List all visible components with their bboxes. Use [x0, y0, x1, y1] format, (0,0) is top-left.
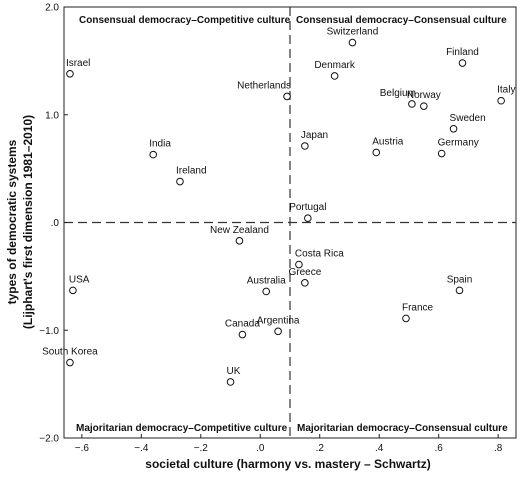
- data-label-france: France: [402, 302, 434, 313]
- x-axis-title: societal culture (harmony vs. mastery – …: [145, 457, 430, 471]
- data-point-italy: [497, 96, 505, 105]
- x-tick-label: −.4: [134, 443, 149, 454]
- data-point-sweden: [449, 124, 458, 133]
- data-label-israel: Israel: [66, 58, 90, 69]
- y-tick-label: .0: [51, 218, 60, 229]
- data-point-germany: [437, 149, 446, 158]
- data-label-ireland: Ireland: [176, 166, 207, 177]
- quadrant-label-bottom-right: Majoritarian democracy–Consensual cultur…: [297, 423, 508, 434]
- data-point-greece: [301, 279, 309, 287]
- data-label-sweden: Sweden: [450, 113, 486, 124]
- data-point-austria: [372, 148, 381, 157]
- data-label-uk: UK: [227, 366, 241, 377]
- data-point-portugal: [304, 214, 312, 222]
- data-label-portugal: Portugal: [289, 202, 326, 213]
- data-point-ireland: [176, 177, 184, 186]
- data-point-uk: [226, 378, 235, 386]
- x-tick-label: .8: [494, 443, 503, 454]
- data-label-italy: Italy: [497, 85, 515, 96]
- data-point-japan: [301, 142, 309, 150]
- data-label-belgium: Belgium: [380, 88, 416, 99]
- data-point-argentina: [274, 327, 282, 336]
- data-point-usa: [69, 286, 77, 295]
- data-point-belgium: [408, 100, 416, 108]
- x-tick-label: .2: [316, 443, 325, 454]
- y-axis-title-line-2: (Lijphart's first dimension 1981–2010): [21, 115, 35, 329]
- x-tick-label: .0: [256, 443, 265, 454]
- data-label-canada: Canada: [225, 319, 260, 330]
- data-point-costa-rica: [295, 260, 303, 269]
- data-label-costa-rica: Costa Rica: [295, 249, 344, 260]
- data-label-new-zealand: New Zealand: [210, 225, 269, 236]
- x-tick-label: .6: [435, 443, 444, 454]
- data-point-france: [402, 314, 410, 323]
- data-label-denmark: Denmark: [314, 60, 356, 71]
- data-point-canada: [238, 330, 247, 339]
- y-tick-label: 1.0: [45, 110, 59, 121]
- data-point-south-korea: [66, 358, 74, 367]
- data-label-usa: USA: [69, 274, 90, 285]
- y-tick-label: −2.0: [39, 434, 59, 445]
- data-label-australia: Australia: [247, 275, 286, 286]
- x-tick-label: .4: [375, 443, 384, 454]
- data-label-greece: Greece: [288, 267, 321, 278]
- x-tick-label: −.6: [75, 443, 90, 454]
- data-point-india: [149, 150, 158, 159]
- data-label-spain: Spain: [447, 274, 473, 285]
- data-label-finland: Finland: [446, 47, 479, 58]
- data-label-japan: Japan: [301, 130, 328, 141]
- data-point-finland: [458, 59, 467, 67]
- data-point-spain: [455, 286, 464, 295]
- quadrant-label-top-right: Consensual democracy–Consensual culture: [296, 15, 507, 26]
- data-label-austria: Austria: [372, 136, 404, 147]
- data-point-switzerland: [348, 38, 357, 47]
- data-point-netherlands: [283, 92, 291, 101]
- data-label-argentina: Argentina: [257, 315, 300, 326]
- quadrant-label-top-left: Consensual democracy–Competitive culture: [79, 15, 291, 26]
- y-tick-label: −1.0: [39, 326, 59, 337]
- data-point-australia: [262, 287, 271, 296]
- data-label-india: India: [149, 139, 171, 150]
- data-point-new-zealand: [235, 237, 244, 245]
- y-tick-label: 2.0: [45, 3, 59, 14]
- data-label-netherlands: Netherlands: [237, 80, 291, 91]
- data-point-norway: [420, 102, 428, 110]
- data-label-germany: Germany: [438, 138, 479, 149]
- x-tick-label: −.2: [194, 443, 209, 454]
- data-point-denmark: [330, 72, 339, 80]
- y-axis-title-line-1: types of democratic systems: [5, 139, 19, 304]
- data-label-norway: Norway: [407, 90, 441, 101]
- data-label-switzerland: Switzerland: [327, 27, 379, 38]
- data-label-south-korea: South Korea: [42, 347, 98, 358]
- data-point-israel: [66, 70, 74, 78]
- quadrant-label-bottom-left: Majoritarian democracy–Competitive cultu…: [76, 423, 288, 434]
